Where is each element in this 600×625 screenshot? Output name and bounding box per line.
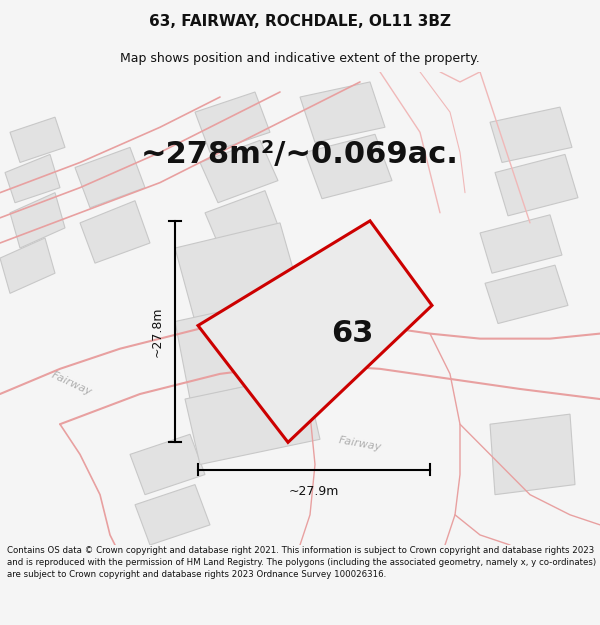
Polygon shape [0, 238, 55, 293]
Polygon shape [10, 117, 65, 162]
Text: Fairway: Fairway [338, 436, 382, 453]
Polygon shape [485, 265, 568, 324]
Polygon shape [175, 223, 300, 321]
Polygon shape [5, 154, 60, 202]
Polygon shape [195, 92, 270, 152]
Polygon shape [130, 434, 205, 494]
Polygon shape [10, 192, 65, 248]
Polygon shape [495, 154, 578, 216]
Text: Fairway: Fairway [50, 370, 94, 398]
Text: Map shows position and indicative extent of the property.: Map shows position and indicative extent… [120, 52, 480, 65]
Text: ~27.9m: ~27.9m [289, 485, 339, 498]
Polygon shape [198, 221, 432, 442]
Polygon shape [305, 134, 392, 199]
Polygon shape [200, 141, 278, 202]
Polygon shape [185, 374, 320, 464]
Polygon shape [175, 296, 310, 399]
Polygon shape [480, 215, 562, 273]
Polygon shape [80, 201, 150, 263]
Text: 63, FAIRWAY, ROCHDALE, OL11 3BZ: 63, FAIRWAY, ROCHDALE, OL11 3BZ [149, 14, 451, 29]
Polygon shape [75, 148, 145, 208]
Text: ~278m²/~0.069ac.: ~278m²/~0.069ac. [141, 140, 459, 169]
Polygon shape [300, 82, 385, 142]
Polygon shape [135, 484, 210, 545]
Polygon shape [490, 107, 572, 162]
Text: 63: 63 [331, 319, 373, 348]
Text: ~27.8m: ~27.8m [151, 306, 163, 357]
Polygon shape [490, 414, 575, 494]
Text: Contains OS data © Crown copyright and database right 2021. This information is : Contains OS data © Crown copyright and d… [7, 546, 596, 579]
Polygon shape [205, 191, 280, 253]
